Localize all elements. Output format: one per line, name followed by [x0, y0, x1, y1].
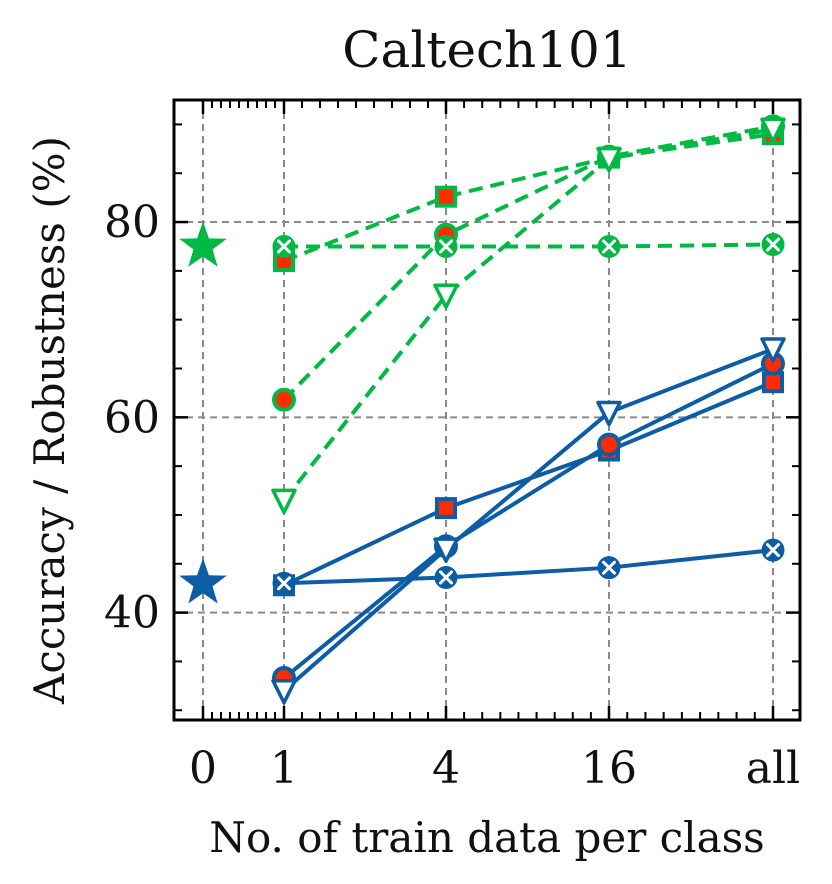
data-point-blue-triangle	[596, 400, 622, 427]
data-point-blue-square	[762, 371, 784, 394]
series-line-green-square	[283, 132, 774, 263]
y-tick-label: 80	[104, 197, 160, 248]
data-point-blue-triangle	[433, 537, 459, 563]
data-point-blue-x	[761, 538, 785, 562]
plot-area: 0 1 4 16 all 40 60 80	[104, 98, 802, 794]
data-point-blue-x	[272, 571, 296, 595]
data-point-blue-x-cross	[439, 570, 453, 585]
x-tick-label: 16	[581, 743, 637, 794]
data-point-green-circle	[272, 387, 296, 412]
x-tick-label: 0	[189, 743, 217, 794]
data-point-blue-square	[435, 497, 457, 520]
data-point-blue-triangle	[760, 337, 786, 363]
data-point-green-x	[272, 234, 296, 258]
y-tick-label: 40	[104, 588, 160, 639]
data-point-blue-x	[597, 556, 621, 580]
data-point-green-x	[597, 234, 621, 258]
data-point-blue-circle	[597, 432, 621, 457]
star-marker-green	[179, 221, 227, 267]
data-point-green-triangle	[271, 488, 297, 515]
y-axis-label: Accuracy / Robustness (%)	[25, 136, 74, 705]
data-point-green-x-cross	[277, 239, 291, 254]
data-point-green-x-cross	[766, 237, 780, 252]
series-line-blue-triangle	[282, 347, 774, 693]
data-point-green-triangle	[596, 146, 622, 173]
data-point-green-x	[761, 233, 785, 257]
series-line-blue-x	[283, 548, 774, 586]
data-point-blue-x	[434, 565, 458, 589]
series-line-green-x	[284, 242, 774, 249]
series-line-blue-circle	[282, 361, 774, 680]
data-point-green-square	[435, 185, 457, 208]
data-point-blue-x-cross	[602, 560, 616, 575]
data-point-blue-x-cross	[277, 576, 291, 591]
y-tick-label: 60	[104, 392, 160, 443]
x-tick-label: 1	[270, 743, 298, 794]
x-tick-label: 4	[432, 743, 460, 794]
star-marker-blue	[179, 558, 227, 604]
data-point-green-triangle	[760, 117, 786, 144]
data-point-green-x-cross	[439, 239, 453, 254]
axes-frame	[172, 98, 802, 722]
data-point-blue-triangle	[271, 678, 297, 705]
series-line-blue-square	[283, 380, 774, 588]
x-axis-label: No. of train data per class	[209, 813, 764, 862]
data-point-green-x	[434, 234, 458, 258]
data-point-green-triangle	[433, 283, 459, 310]
x-tick-label: all	[746, 743, 800, 794]
series-line-green-circle	[282, 124, 774, 402]
chart-title: Caltech101	[342, 21, 631, 79]
series-line-green-triangle	[282, 127, 774, 502]
data-point-green-x-cross	[602, 239, 616, 254]
data-point-blue-x-cross	[766, 543, 780, 558]
